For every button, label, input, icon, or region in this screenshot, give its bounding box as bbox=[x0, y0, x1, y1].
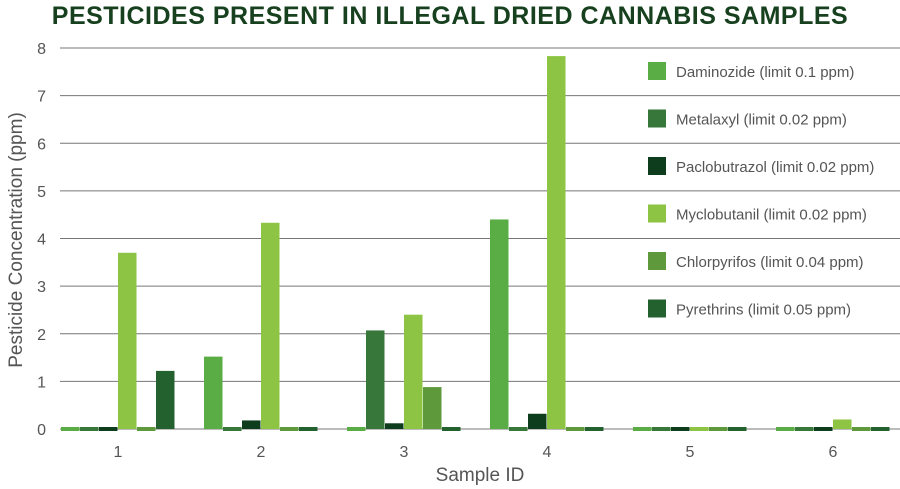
y-tick-label: 5 bbox=[37, 184, 46, 201]
bar bbox=[366, 330, 385, 429]
legend-label: Pyrethrins (limit 0.05 ppm) bbox=[676, 302, 851, 319]
y-tick-label: 2 bbox=[37, 327, 46, 344]
bar bbox=[347, 427, 366, 431]
bar bbox=[423, 387, 442, 429]
bar bbox=[490, 219, 509, 429]
y-tick-label: 1 bbox=[37, 374, 46, 391]
y-axis-label: Pesticide Concentration (ppm) bbox=[6, 112, 27, 368]
bar bbox=[242, 420, 261, 429]
x-tick-label: 3 bbox=[400, 444, 409, 461]
bar bbox=[690, 427, 709, 431]
y-tick-label: 6 bbox=[37, 136, 46, 153]
bar bbox=[547, 56, 566, 429]
x-tick-label: 6 bbox=[829, 444, 838, 461]
y-tick-label: 8 bbox=[37, 41, 46, 58]
x-tick-label: 4 bbox=[543, 444, 552, 461]
y-tick-label: 3 bbox=[37, 279, 46, 296]
legend-label: Paclobutrazol (limit 0.02 ppm) bbox=[676, 159, 874, 176]
legend-swatch bbox=[648, 157, 666, 175]
y-tick-label: 4 bbox=[37, 232, 46, 249]
x-axis-label: Sample ID bbox=[436, 465, 525, 486]
bar bbox=[385, 423, 404, 429]
bar bbox=[404, 314, 423, 429]
y-tick-label: 7 bbox=[37, 89, 46, 106]
bar bbox=[204, 356, 223, 429]
bar bbox=[137, 427, 156, 431]
bar bbox=[223, 427, 242, 431]
legend-swatch bbox=[648, 204, 666, 223]
x-tick-label: 1 bbox=[114, 444, 123, 461]
legend-swatch bbox=[648, 252, 666, 270]
bar bbox=[118, 252, 137, 429]
legend-swatch bbox=[648, 62, 666, 80]
legend-label: Daminozide (limit 0.1 ppm) bbox=[676, 64, 854, 81]
legend-label: Chlorpyrifos (limit 0.04 ppm) bbox=[676, 254, 864, 271]
bar bbox=[852, 427, 871, 431]
x-tick-label: 2 bbox=[257, 444, 266, 461]
legend-label: Myclobutanil (limit 0.02 ppm) bbox=[676, 207, 867, 224]
bar bbox=[795, 427, 814, 431]
bar bbox=[61, 427, 80, 431]
chart-title: PESTICIDES PRESENT IN ILLEGAL DRIED CANN… bbox=[51, 2, 849, 30]
bar bbox=[261, 222, 280, 429]
bar bbox=[528, 413, 547, 429]
bar bbox=[156, 370, 175, 429]
bar bbox=[80, 427, 99, 431]
bar bbox=[709, 427, 728, 431]
bar bbox=[566, 427, 585, 431]
y-tick-label: 0 bbox=[37, 422, 46, 439]
bar bbox=[442, 427, 461, 431]
bar bbox=[814, 427, 833, 431]
bar bbox=[776, 427, 795, 431]
bar bbox=[871, 427, 890, 431]
x-tick-label: 5 bbox=[686, 444, 695, 461]
bar bbox=[633, 427, 652, 431]
bar bbox=[652, 427, 671, 431]
bar bbox=[585, 427, 604, 431]
bar bbox=[99, 427, 118, 431]
bar bbox=[728, 427, 747, 431]
bar bbox=[833, 419, 852, 429]
bar bbox=[509, 427, 528, 431]
legend-swatch bbox=[648, 299, 666, 318]
legend-label: Metalaxyl (limit 0.02 ppm) bbox=[676, 112, 847, 129]
bar bbox=[671, 427, 690, 431]
bar bbox=[280, 427, 299, 431]
bar bbox=[299, 427, 318, 431]
legend-swatch bbox=[648, 109, 666, 128]
